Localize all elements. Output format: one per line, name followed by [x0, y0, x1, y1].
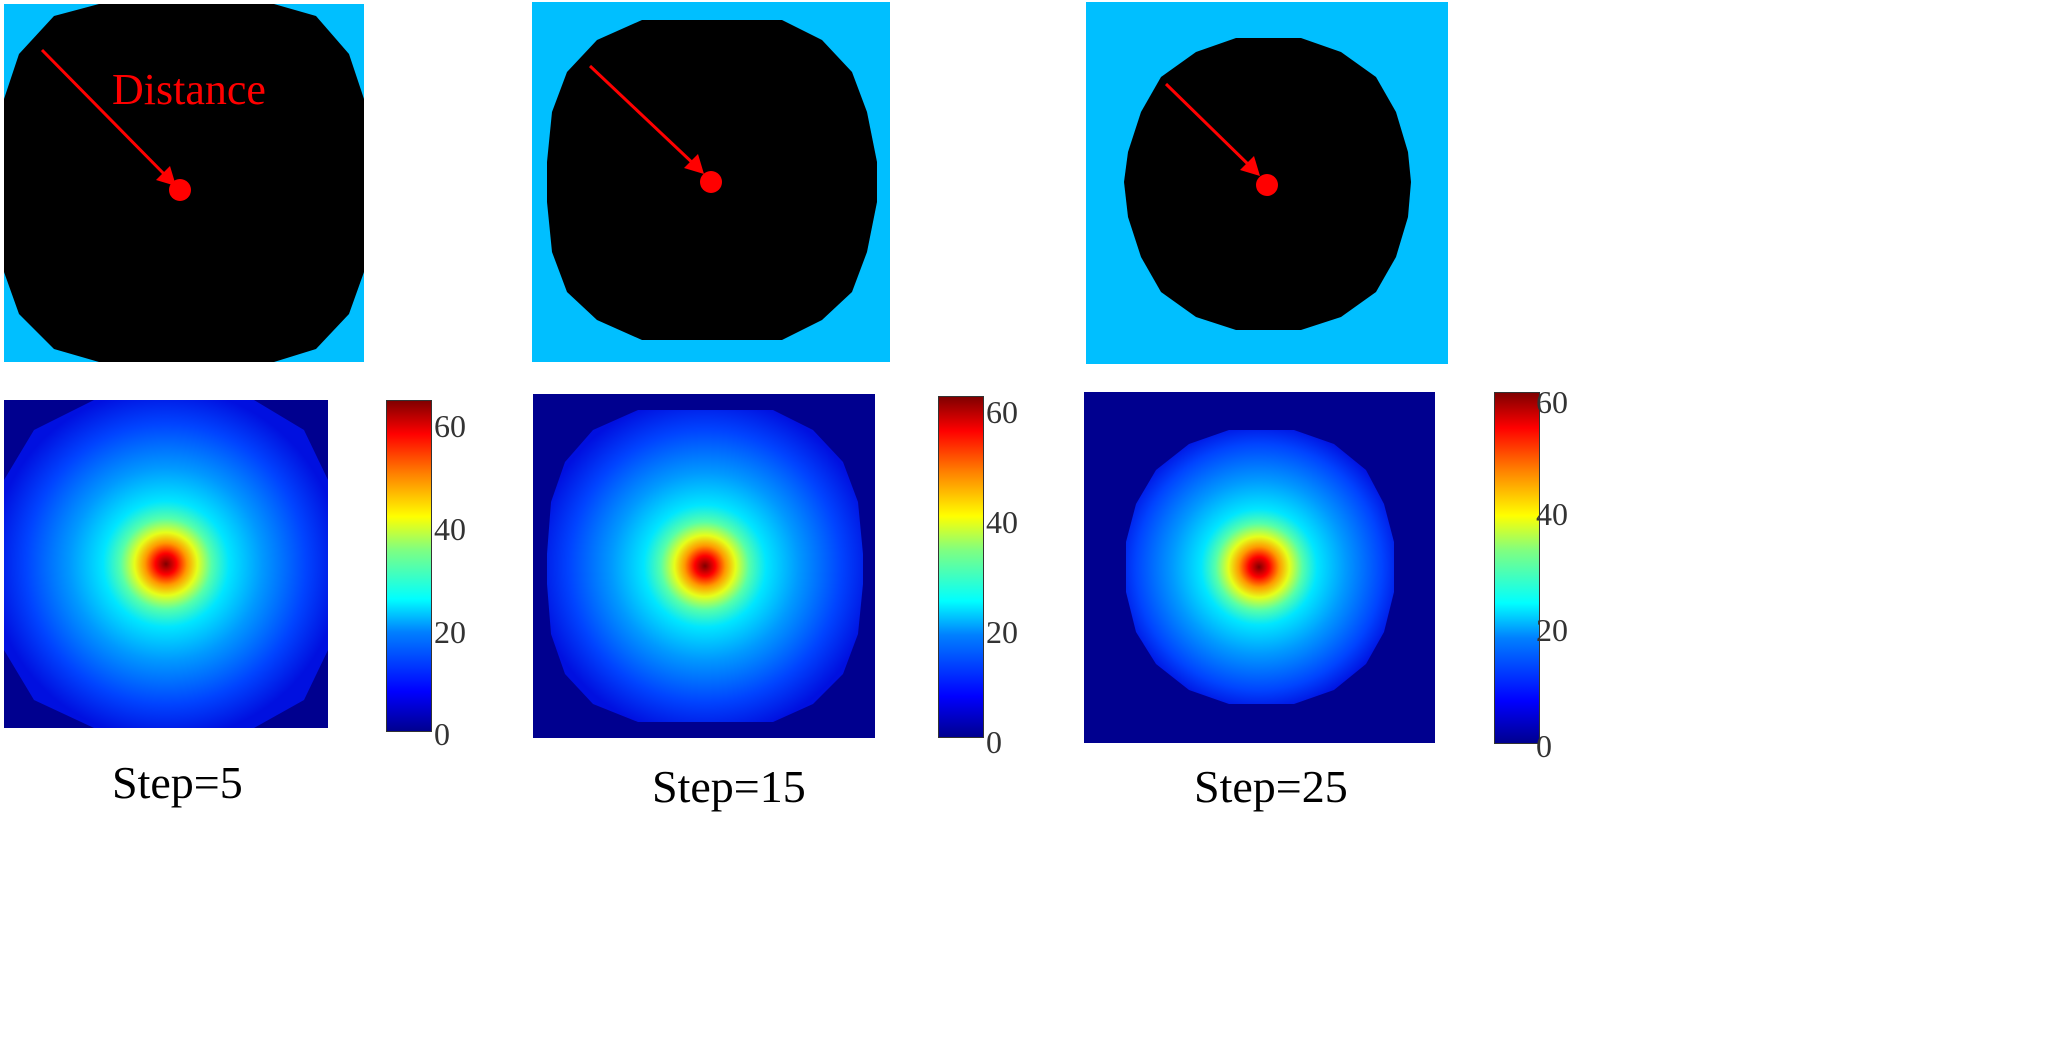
distance-heatmap-step-15 [533, 394, 875, 738]
shape-map-step-5 [4, 4, 364, 362]
heatmap-svg-1 [4, 400, 328, 728]
distance-label: Distance [112, 65, 266, 114]
shape-svg-3 [1124, 38, 1411, 330]
shape-map-step-15 [532, 2, 890, 362]
heatmap-region [547, 410, 863, 722]
colorbar-2-tick-40: 40 [986, 504, 1018, 540]
colorbar-1-tick-60: 60 [434, 408, 466, 444]
colorbar-2 [938, 396, 984, 738]
colorbar-3-tick-60: 60 [1536, 384, 1568, 420]
center-point [169, 179, 191, 201]
center-point [700, 171, 722, 193]
distance-heatmap-step-25 [1084, 392, 1435, 743]
shape-svg-1 [4, 4, 364, 362]
colorbar-3-tick-20: 20 [1536, 612, 1568, 648]
heatmap-region [1126, 430, 1394, 704]
distance-arrow [40, 48, 172, 182]
colorbar-3-tick-0: 0 [1536, 728, 1552, 764]
heatmap-svg-2 [547, 410, 863, 722]
colorbar-1-tick-20: 20 [434, 614, 466, 650]
shape-svg-2 [547, 20, 877, 340]
distance-arrow [1164, 82, 1256, 172]
colorbar-2-tick-0: 0 [986, 724, 1002, 760]
step-label-2: Step=15 [652, 761, 806, 812]
distance-heatmap-step-5 [4, 400, 328, 728]
heatmap-region [4, 400, 328, 728]
colorbar-1-tick-0: 0 [434, 716, 450, 752]
colorbar-2-tick-60: 60 [986, 394, 1018, 430]
distance-arrowhead [156, 166, 176, 186]
distance-arrowhead [684, 154, 704, 174]
colorbar-1 [386, 400, 432, 732]
center-point [1256, 174, 1278, 196]
distance-arrow [588, 64, 700, 170]
step-label-1: Step=5 [112, 757, 243, 808]
colorbar-2-tick-20: 20 [986, 614, 1018, 650]
distance-arrowhead [1240, 156, 1260, 176]
step-label-3: Step=25 [1194, 761, 1348, 812]
colorbar-1-tick-40: 40 [434, 511, 466, 547]
colorbar-3 [1494, 392, 1540, 744]
heatmap-svg-3 [1126, 430, 1394, 704]
shape-map-step-25 [1086, 2, 1448, 364]
colorbar-3-tick-40: 40 [1536, 496, 1568, 532]
